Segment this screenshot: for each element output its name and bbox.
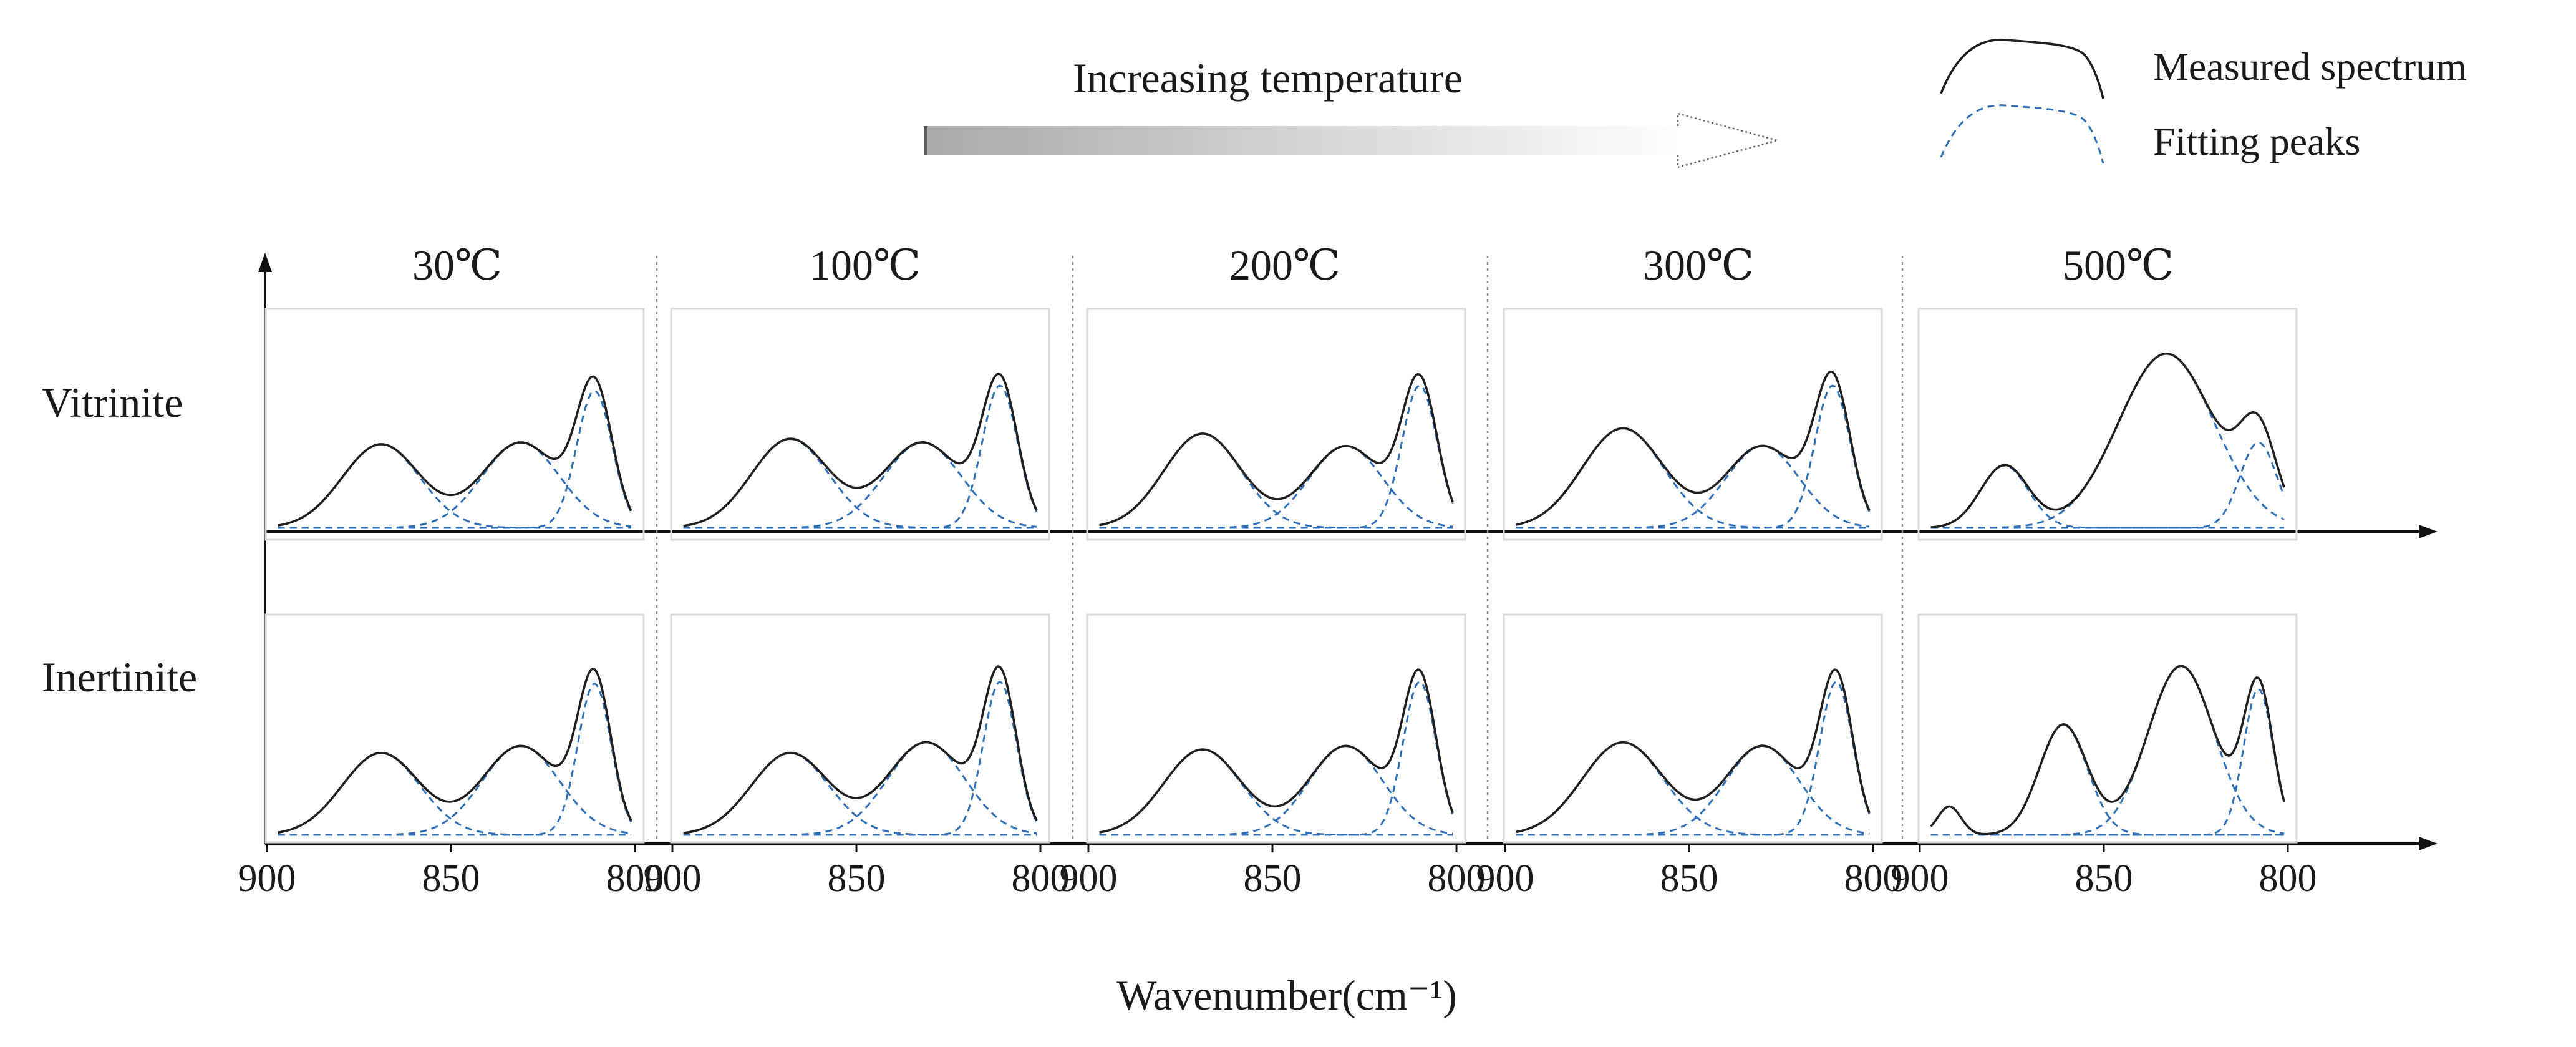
panel-inertinite-1 [264,613,645,844]
panel-frame [1086,613,1466,844]
fitting-peak-3 [1930,441,2285,529]
panel-inertinite-5 [1917,613,2298,844]
temperature-labels: 30℃ 100℃ 200℃ 300℃ 500℃ [412,241,2174,289]
x-tick-label: 800 [606,857,664,900]
measured-spectrum [1516,370,1871,526]
temperature-label-500: 500℃ [2063,241,2174,289]
fitting-peak-1 [683,437,1037,529]
x-tick-label: 850 [1660,857,1718,900]
x-tick-label: 850 [2075,857,2133,900]
temperature-arrow: Increasing temperature [924,54,1781,168]
fitting-peak-2 [1516,445,1870,529]
fitting-peak-3 [683,681,1038,836]
measured-spectrum [1516,668,1871,834]
legend-fitting-label: Fitting peaks [2153,119,2360,163]
row-label-inertinite: Inertinite [42,653,197,701]
panels-layer [264,308,2298,844]
x-tick-label: 900 [644,857,702,900]
fitting-peak-2 [278,744,632,836]
panel-frame [1503,613,1883,844]
x-tick-label: 850 [422,857,480,900]
panel-vitrinite-1 [264,308,645,541]
temperature-label-30: 30℃ [412,241,502,289]
fitting-peak-1 [1516,427,1870,529]
fitting-peak-2 [278,441,632,529]
x-tick-label: 900 [238,857,296,900]
fitting-peak-1 [278,443,632,529]
x-tick-label: 800 [1012,857,1070,900]
x-tick-label: 800 [1428,857,1486,900]
fitting-peak-2 [1099,445,1453,529]
panel-vitrinite-3 [1086,308,1466,541]
x-axis-title: Wavenumber(cm⁻¹) [1116,972,1456,1019]
panel-frame [264,613,645,844]
panel-frame [1086,308,1466,541]
x-tick-label: 900 [1891,857,1949,900]
fitting-peak-4 [1930,688,2285,836]
x-tick-label: 800 [2259,857,2317,900]
fitting-peak-1 [683,752,1037,836]
panel-inertinite-3 [1086,613,1466,844]
panel-frame [670,613,1050,844]
panel-inertinite-2 [670,613,1050,844]
fitting-peak-3 [1516,681,1871,836]
panel-frame [1917,613,2298,844]
temperature-arrow-head [1677,112,1781,168]
x-axis-arrow [2419,837,2438,850]
fitting-peak-3 [683,384,1038,529]
panel-vitrinite-2 [670,308,1050,541]
fitting-peak-3 [1099,681,1454,836]
legend-fitting-swatch [1940,104,2104,164]
panel-frame [1917,308,2298,541]
panel-frame [1503,308,1883,541]
panel-inertinite-4 [1503,613,1883,844]
fitting-peak-2 [683,441,1037,529]
fitting-peak-3 [278,683,632,836]
row-label-vitrinite: Vitrinite [42,379,183,426]
temperature-arrow-label: Increasing temperature [1073,54,1463,102]
fitting-peak-2 [1516,744,1870,836]
upper-baseline-arrow [2419,525,2438,538]
fitting-peak-2 [1930,723,2285,836]
panel-vitrinite-4 [1503,308,1883,541]
y-axis-arrow [258,253,272,272]
x-tick-label: 850 [1244,857,1302,900]
fitting-peak-1 [1930,464,2285,529]
fitting-peak-3 [278,389,632,529]
legend: Measured spectrum Fitting peaks [1940,38,2467,164]
temperature-label-100: 100℃ [810,241,921,289]
measured-spectrum [1930,665,2285,835]
x-tick-label: 850 [828,857,886,900]
x-tick-label: 900 [1060,857,1118,900]
fitting-peak-2 [1930,353,2285,529]
fitting-peak-2 [683,741,1037,836]
temperature-gradient-bar [924,126,1679,155]
measured-spectrum [278,667,632,834]
fitting-peak-1 [278,752,632,836]
measured-spectrum [1099,668,1454,834]
measured-spectrum [683,373,1038,527]
measured-spectrum [683,665,1038,834]
measured-spectrum [1930,352,2285,528]
panel-vitrinite-5 [1917,308,2298,541]
x-tick-label: 900 [1476,857,1534,900]
legend-measured-label: Measured spectrum [2153,44,2467,89]
x-tick-label: 800 [1844,857,1902,900]
fitting-peak-3 [1516,384,1871,529]
fitting-peak-3 [1099,384,1454,529]
measured-spectrum [278,375,632,527]
temperature-label-200: 200℃ [1229,241,1340,289]
panel-frame [670,308,1050,541]
axes [258,253,2438,850]
legend-measured-swatch [1940,38,2104,99]
measured-spectrum [1099,373,1454,527]
fitting-peak-2 [1099,744,1453,836]
column-separators [656,256,1904,839]
fitting-peak-3 [1930,665,2285,836]
temperature-label-300: 300℃ [1643,241,1754,289]
panel-frame [264,308,645,541]
